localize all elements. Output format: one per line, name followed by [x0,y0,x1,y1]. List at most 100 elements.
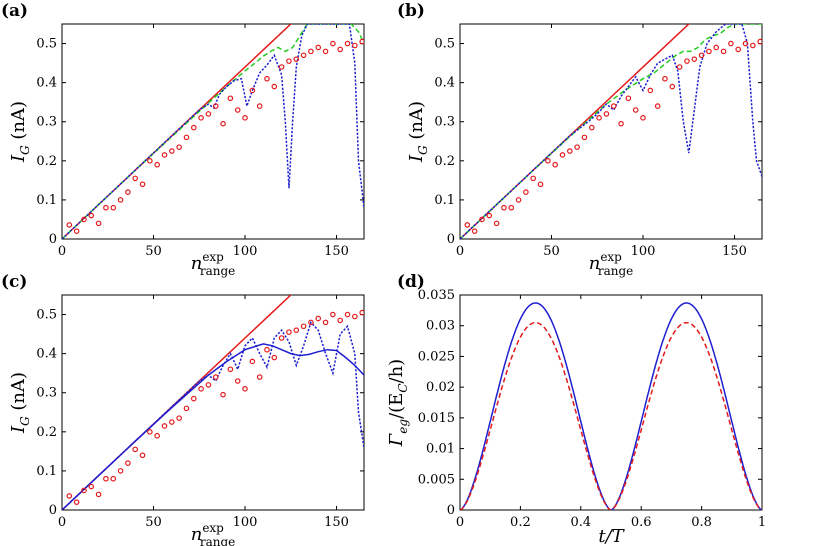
data-point [117,197,124,203]
y-label-sub: G [18,145,32,155]
y-tick-label: 0 [447,232,455,247]
x-tick-label: 150 [324,515,349,530]
data-point [574,144,580,150]
data-point [103,204,109,211]
y-tick-label: 0.1 [434,193,455,208]
y-label-unit: /(E [386,393,407,419]
y-tick-label: 0 [447,503,455,518]
x-tick-label: 0.2 [510,515,531,530]
data-point [278,64,285,70]
y-tick-label: 0.4 [36,76,57,91]
y-tick-label: 0.025 [418,349,455,364]
panel-b: 0 50 100 150 0 0.1 0.2 0.3 0.4 0.5 (b) nexp range IG … [397,1,763,278]
data-point [73,228,80,234]
x-label-sub: range [598,264,633,278]
data-point [720,48,727,55]
y-label-sub: eg [396,419,410,434]
data-point [176,144,182,150]
data-point [479,216,485,223]
data-point [66,222,73,228]
data-point [88,212,95,219]
data-point [103,475,109,482]
series-line-blue-dotted [62,320,364,510]
data-point [73,499,80,505]
y-tick-label: 0.2 [36,425,57,440]
data-point [337,317,344,324]
data-point [344,311,351,318]
data-point [493,220,500,227]
data-point [698,52,705,59]
data-point [278,335,285,341]
y-axis-label: IG (nA) [406,101,430,163]
data-point [559,152,566,158]
y-tick-label: 0.02 [426,380,455,395]
data-point [713,44,720,51]
y-tick-label: 0.5 [36,37,57,52]
data-point [183,405,190,412]
y-tick-label: 0.2 [36,154,57,169]
x-label-main: n [191,253,203,274]
data-point [537,181,544,188]
data-point [212,103,219,109]
data-point [706,48,712,55]
data-point [330,40,336,47]
data-point [249,87,256,94]
data-point [654,103,661,109]
data-point [242,115,248,121]
data-point [286,329,292,335]
data-point [352,42,358,49]
data-point [691,56,698,62]
series-line-red-dashed [460,321,762,510]
data-point [271,354,278,361]
x-tick-label: 100 [631,244,656,259]
data-point [508,204,515,211]
y-tick-label: 0.5 [434,37,455,52]
y-tick-label: 0.2 [434,154,455,169]
data-point [81,216,87,223]
data-point [632,107,639,113]
y-tick-label: 0.4 [434,76,455,91]
data-point [125,189,131,195]
panel-c: 0 50 100 150 0 0.1 0.2 0.3 0.4 0.5 (c) nexp range IG … [1,272,365,546]
panel-label: (b) [397,1,425,21]
data-point [618,120,624,127]
y-label-unit-end: /h) [386,359,407,384]
y-label-unit: (nA) [8,372,29,416]
data-point [293,327,300,333]
x-label-main: n [589,253,601,274]
x-axis-label: nexp range [191,250,236,278]
data-point [684,58,690,64]
panel-d: 0 0.2 0.4 0.6 0.8 1 0 0.005 0.01 0.015 0.02 0.025 0.… [386,272,766,546]
x-label-sup: exp [202,250,224,264]
series-line-blue-dotted [460,24,762,239]
data-point [735,46,742,53]
data-point [330,311,336,318]
data-point [205,382,212,388]
y-tick-label: 0.3 [36,115,57,130]
data-point [249,358,256,365]
panel-label: (c) [1,272,27,292]
data-point [117,468,124,474]
data-point [227,95,234,102]
data-point [95,491,102,498]
data-point [596,115,602,121]
x-tick-label: 0 [58,244,66,259]
y-tick-label: 0 [49,232,57,247]
data-point [147,158,153,164]
x-tick-label: 1 [758,515,766,530]
y-label-unit: (nA) [8,101,29,145]
data-point [464,222,471,228]
data-point [169,148,175,154]
data-point [176,415,182,421]
y-tick-label: 0.03 [426,319,455,334]
panel-label: (d) [397,272,425,292]
data-point [256,103,263,109]
y-tick-label: 0.4 [36,347,57,362]
x-tick-label: 0.6 [631,515,652,530]
data-point [359,309,364,316]
data-point [132,175,139,182]
data-point [183,134,190,141]
y-tick-label: 0.005 [418,472,455,487]
y-axis-label: Γeg/(EC/h) [386,359,410,447]
axes-box [61,23,365,240]
